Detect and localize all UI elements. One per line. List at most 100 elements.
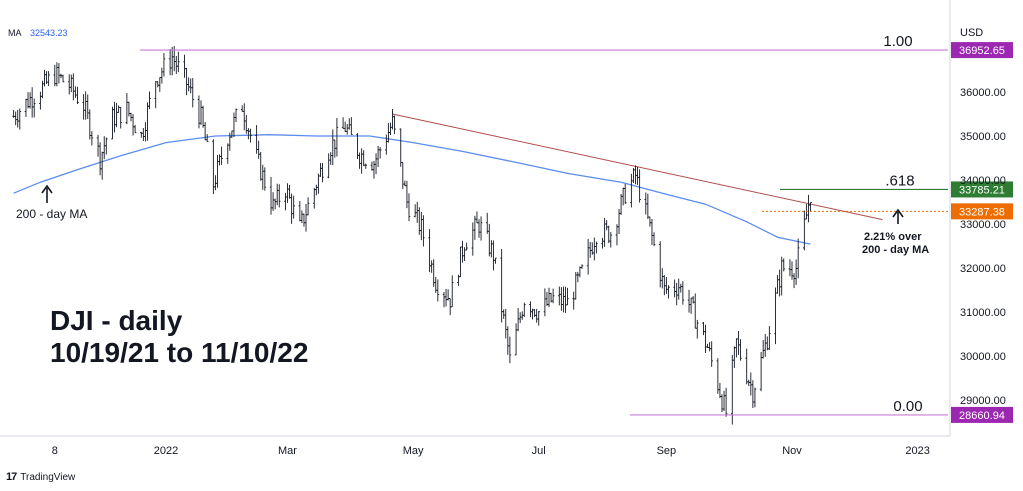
ohlc-bar bbox=[708, 342, 711, 352]
ohlc-bar bbox=[199, 100, 203, 125]
ohlc-bar bbox=[704, 324, 707, 353]
ohlc-bar bbox=[572, 291, 576, 310]
ohlc-bar bbox=[154, 81, 158, 109]
annotation-ma-right: 200 - day MA bbox=[862, 244, 929, 256]
ohlc-bar bbox=[374, 153, 378, 175]
price-badge bbox=[951, 42, 1013, 59]
ohlc-bar bbox=[372, 160, 376, 179]
ma-200-line bbox=[13, 134, 811, 245]
ohlc-bar bbox=[263, 167, 267, 191]
ohlc-bar bbox=[24, 98, 28, 118]
ohlc-bar bbox=[492, 240, 495, 271]
ohlc-bar bbox=[665, 277, 668, 294]
ohlc-bar bbox=[343, 121, 347, 133]
ohlc-bar bbox=[177, 51, 180, 73]
ohlc-bar bbox=[689, 297, 693, 314]
ohlc-bar bbox=[312, 187, 316, 209]
fib-layer: 1.00 36952.65 .618 33785.21 0.00 28660.94 3328… bbox=[140, 33, 1013, 423]
ohlc-bar bbox=[765, 336, 769, 351]
ohlc-bar bbox=[648, 216, 652, 227]
ohlc-bar bbox=[562, 286, 565, 313]
ohlc-bar bbox=[574, 272, 578, 300]
ohlc-bar bbox=[809, 202, 812, 212]
ohlc-bar bbox=[111, 106, 114, 140]
ohlc-bar bbox=[315, 184, 318, 196]
ohlc-bar bbox=[335, 117, 339, 157]
ohlc-bar bbox=[415, 201, 419, 223]
ohlc-bar bbox=[735, 338, 738, 358]
ohlc-bar bbox=[55, 62, 59, 87]
ohlc-bar bbox=[72, 73, 75, 101]
ohlc-bar bbox=[146, 102, 149, 141]
ohlc-bar bbox=[586, 238, 590, 275]
ohlc-bar bbox=[603, 217, 606, 247]
ohlc-bar bbox=[347, 118, 351, 130]
ohlc-bar bbox=[304, 204, 308, 232]
ohlc-bar bbox=[477, 219, 481, 238]
ohlc-bar bbox=[261, 164, 265, 190]
price-tick-label: 36000.00 bbox=[960, 87, 1006, 99]
ohlc-bar bbox=[788, 259, 792, 277]
ohlc-bar bbox=[420, 211, 423, 241]
ohlc-bar bbox=[100, 151, 104, 180]
ohlc-bar bbox=[158, 77, 162, 92]
ohlc-bar bbox=[780, 256, 784, 296]
ohlc-bar bbox=[32, 98, 36, 118]
ohlc-bar bbox=[391, 109, 394, 130]
ohlc-bar bbox=[605, 220, 608, 231]
ohlc-bar bbox=[790, 261, 794, 280]
ohlc-bar bbox=[327, 153, 330, 179]
ohlc-bar bbox=[636, 166, 639, 185]
ohlc-bar bbox=[533, 309, 536, 318]
ohlc-bar bbox=[667, 285, 670, 299]
price-tick-label: 35000.00 bbox=[960, 131, 1006, 143]
up-arrow-icon-left bbox=[41, 184, 53, 194]
ohlc-bar bbox=[617, 208, 621, 234]
ohlc-bar bbox=[362, 150, 365, 167]
ohlc-bar bbox=[226, 143, 230, 164]
ohlc-bar bbox=[646, 193, 650, 219]
ohlc-bar bbox=[18, 108, 22, 130]
ohlc-bar bbox=[82, 94, 85, 120]
ohlc-bar bbox=[660, 268, 664, 289]
tradingview-brand-label: TradingView bbox=[20, 471, 76, 483]
ohlc-bar bbox=[288, 184, 291, 199]
ohlc-bar bbox=[148, 91, 151, 110]
ohlc-bar bbox=[364, 163, 368, 169]
ohlc-bar bbox=[485, 212, 489, 234]
ohlc-bar bbox=[687, 289, 691, 313]
ohlc-bar bbox=[191, 78, 195, 108]
ohlc-bar bbox=[298, 200, 302, 222]
ohlc-bar bbox=[778, 269, 781, 297]
ohlc-bar bbox=[321, 162, 324, 183]
ohlc-bar bbox=[747, 379, 751, 387]
ohlc-bar bbox=[508, 336, 512, 364]
ohlc-bar bbox=[257, 140, 260, 159]
price-tick-label: 33000.00 bbox=[960, 219, 1006, 231]
ohlc-bar bbox=[479, 216, 483, 241]
ohlc-bar bbox=[739, 339, 742, 361]
ohlc-bar bbox=[378, 147, 382, 159]
ohlc-bar bbox=[329, 152, 333, 165]
fib-level-label: 0.00 bbox=[893, 398, 922, 415]
ohlc-bar bbox=[41, 80, 44, 99]
ohlc-bar bbox=[504, 308, 508, 339]
ohlc-bar bbox=[300, 210, 304, 224]
time-tick-label: 2023 bbox=[905, 445, 929, 457]
ohlc-bar bbox=[331, 129, 335, 166]
ohlc-bar bbox=[679, 283, 683, 293]
ohlc-bar bbox=[595, 241, 598, 254]
time-tick-label: 2022 bbox=[154, 445, 178, 457]
ohlc-bar bbox=[634, 165, 637, 185]
ohlc-bar bbox=[695, 319, 699, 339]
chart-text-line2: 10/19/21 to 11/10/22 bbox=[50, 337, 308, 368]
ohlc-bar bbox=[306, 197, 310, 216]
ohlc-bar bbox=[61, 74, 65, 83]
ohlc-bar bbox=[131, 114, 135, 136]
ohlc-bar bbox=[803, 210, 806, 251]
ohlc-bar bbox=[14, 111, 17, 126]
price-badge bbox=[951, 406, 1013, 423]
ohlc-bar bbox=[576, 271, 580, 283]
ohlc-bar bbox=[730, 354, 734, 425]
ohlc-bar bbox=[26, 92, 30, 109]
